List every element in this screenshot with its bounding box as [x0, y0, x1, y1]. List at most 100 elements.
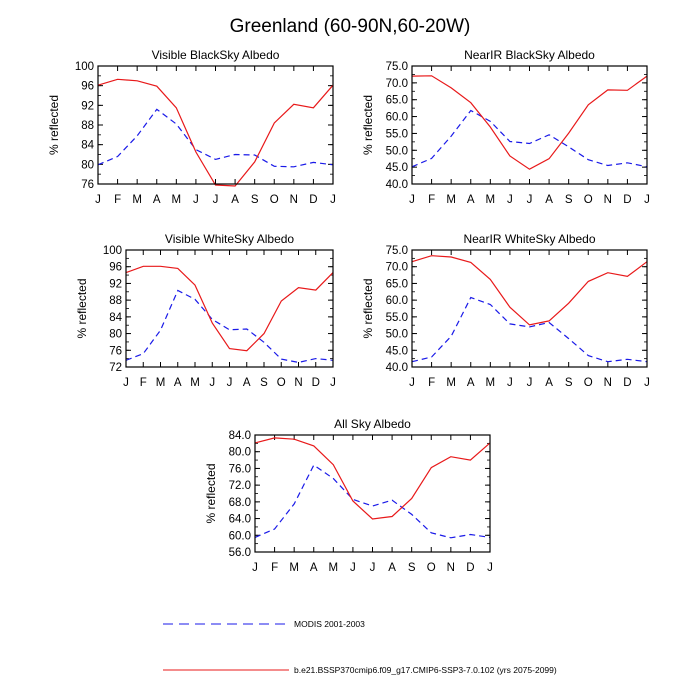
x-tick-label: F: [428, 194, 435, 206]
y-tick-label: 100: [103, 245, 122, 257]
x-tick-label: J: [330, 377, 336, 389]
panel-1: Visible BlackSky Albedo % reflected 100 96 9…: [47, 48, 336, 206]
x-tick-label: J: [213, 194, 219, 206]
y-tick-label: 72: [109, 362, 122, 374]
y-tick-label: 88: [81, 120, 94, 132]
x-tick-label: D: [309, 194, 317, 206]
x-tick-label: A: [231, 194, 239, 206]
x-tick-label: J: [350, 562, 356, 574]
y-axis-label: % reflected: [204, 463, 218, 523]
x-tick-label: M: [446, 194, 456, 206]
y-tick-label: 80: [109, 329, 122, 341]
y-tick-label: 80: [81, 159, 94, 171]
x-tick-label: J: [644, 377, 650, 389]
x-tick-label: J: [507, 377, 513, 389]
x-tick-label: M: [486, 377, 496, 389]
y-tick-label: 65.0: [386, 278, 408, 290]
y-tick-label: 45.0: [386, 162, 408, 174]
x-tick-label: M: [190, 377, 200, 389]
plot-frame: [125, 249, 334, 368]
y-tick-label: 84: [109, 312, 122, 324]
y-tick-label: 84.0: [229, 430, 251, 442]
x-tick-label: J: [227, 377, 233, 389]
y-tick-label: 65.0: [386, 95, 408, 107]
x-tick-label: A: [388, 562, 396, 574]
obs-series-line: [125, 289, 334, 364]
plot-frame: [254, 434, 491, 553]
y-tick-label: 76: [81, 179, 94, 191]
x-tick-label: A: [467, 377, 475, 389]
x-tick-label: F: [114, 194, 121, 206]
x-tick-label: J: [644, 194, 650, 206]
y-tick-label: 40.0: [386, 179, 408, 191]
y-tick-label: 45.0: [386, 345, 408, 357]
panel-title: Visible WhiteSky Albedo: [165, 232, 295, 246]
x-tick-label: F: [140, 377, 147, 389]
figure-title: Greenland (60-90N,60-20W): [230, 16, 471, 37]
y-tick-label: 92: [109, 278, 122, 290]
y-tick-label: 68.0: [229, 497, 251, 509]
y-tick-label: 70.0: [386, 78, 408, 90]
x-tick-label: D: [466, 562, 474, 574]
x-tick-label: J: [209, 377, 215, 389]
panel-title: NearIR WhiteSky Albedo: [463, 232, 595, 246]
plot-frame: [411, 249, 648, 368]
x-tick-label: F: [271, 562, 278, 574]
x-tick-label: M: [172, 194, 182, 206]
panel-4: NearIR WhiteSky Albedo % reflected 75.0 70.…: [361, 232, 650, 389]
model-series-line: [125, 265, 334, 352]
y-tick-label: 80.0: [229, 447, 251, 459]
model-series-line: [97, 78, 334, 187]
x-tick-label: S: [565, 194, 573, 206]
x-tick-label: A: [467, 194, 475, 206]
y-tick-label: 88: [109, 295, 122, 307]
x-tick-label: S: [251, 194, 259, 206]
x-tick-label: M: [446, 377, 456, 389]
x-tick-label: A: [545, 194, 553, 206]
x-tick-label: J: [507, 194, 513, 206]
legend: MODIS 2001-2003 b.e21.BSSP370cmip6.f09_g…: [163, 619, 557, 675]
y-tick-label: 64.0: [229, 514, 251, 526]
x-tick-label: N: [447, 562, 455, 574]
y-tick-label: 100: [75, 61, 94, 73]
panel-5: All Sky Albedo % reflected 84.0 80.0 76.0 72.…: [204, 417, 493, 574]
y-tick-label: 96: [109, 262, 122, 274]
model-series-line: [411, 75, 648, 170]
y-axis-label: % reflected: [361, 278, 375, 338]
x-tick-label: A: [174, 377, 182, 389]
y-tick-label: 60.0: [386, 112, 408, 124]
x-tick-label: A: [310, 562, 318, 574]
obs-series-line: [254, 464, 491, 539]
obs-series-line: [411, 109, 648, 168]
y-tick-label: 84: [81, 140, 94, 152]
x-tick-label: S: [408, 562, 416, 574]
x-tick-label: D: [623, 194, 631, 206]
x-tick-label: J: [527, 194, 533, 206]
x-tick-label: M: [156, 377, 166, 389]
x-tick-label: N: [604, 377, 612, 389]
legend-obs-label: MODIS 2001-2003: [294, 619, 365, 629]
y-tick-label: 60.0: [386, 295, 408, 307]
x-tick-label: O: [584, 377, 593, 389]
x-tick-label: S: [565, 377, 573, 389]
panel-title: NearIR BlackSky Albedo: [464, 48, 595, 62]
x-tick-label: J: [370, 562, 376, 574]
y-tick-label: 92: [81, 100, 94, 112]
x-tick-label: N: [290, 194, 298, 206]
x-tick-label: J: [409, 194, 415, 206]
x-tick-label: A: [243, 377, 251, 389]
plot-frame: [411, 65, 648, 185]
x-tick-label: A: [545, 377, 553, 389]
panel-title: Visible BlackSky Albedo: [152, 48, 280, 62]
x-tick-label: O: [270, 194, 279, 206]
model-series-line: [254, 437, 491, 520]
x-tick-label: D: [623, 377, 631, 389]
x-tick-label: J: [193, 194, 199, 206]
x-tick-label: J: [252, 562, 258, 574]
y-tick-label: 55.0: [386, 312, 408, 324]
model-series-line: [411, 255, 648, 326]
x-tick-label: J: [527, 377, 533, 389]
y-tick-label: 60.0: [229, 530, 251, 542]
y-tick-label: 96: [81, 81, 94, 93]
